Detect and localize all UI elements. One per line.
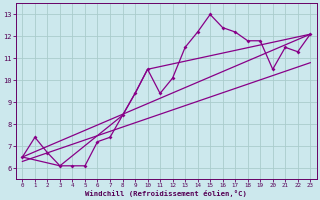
X-axis label: Windchill (Refroidissement éolien,°C): Windchill (Refroidissement éolien,°C) <box>85 190 247 197</box>
